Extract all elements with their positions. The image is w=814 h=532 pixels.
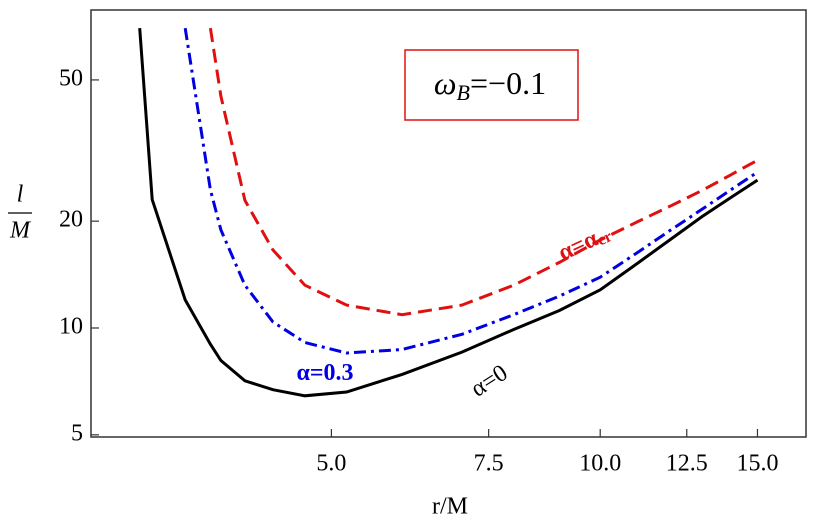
series-label: α=0.3 (296, 360, 353, 386)
series-line (208, 27, 759, 317)
y-tick-label: 50 (59, 65, 83, 91)
x-axis-label: r/M (432, 494, 468, 520)
y-axis-label-bottom: M (9, 218, 32, 244)
series-line (183, 27, 759, 355)
plot-frame (90, 9, 807, 438)
x-tick-label: 15.0 (736, 451, 778, 477)
x-tick-label: 5.0 (316, 451, 346, 477)
series-label-name: α=α (554, 225, 602, 266)
series-label: α=0 (466, 359, 512, 402)
y-tick-label: 20 (59, 207, 83, 233)
series-label-name: α=0 (466, 359, 512, 402)
x-tick-label: 7.5 (474, 451, 504, 477)
y-tick-label: 5 (71, 420, 83, 446)
series-line (138, 27, 759, 398)
box-label: ωB=−0.1 (434, 65, 546, 105)
box-rest: =−0.1 (470, 65, 546, 101)
series-label-sub: cr (595, 228, 615, 249)
box-main: ω (434, 65, 457, 101)
series-label-name: α=0.3 (296, 360, 353, 386)
box-sub: B (457, 80, 470, 105)
y-tick-label: 10 (59, 313, 83, 339)
series-label: α=αcr (554, 219, 615, 266)
annotation-box (404, 49, 579, 121)
x-tick-label: 12.5 (666, 451, 708, 477)
y-axis-label-top: l (17, 182, 24, 208)
x-tick-label: 10.0 (579, 451, 621, 477)
